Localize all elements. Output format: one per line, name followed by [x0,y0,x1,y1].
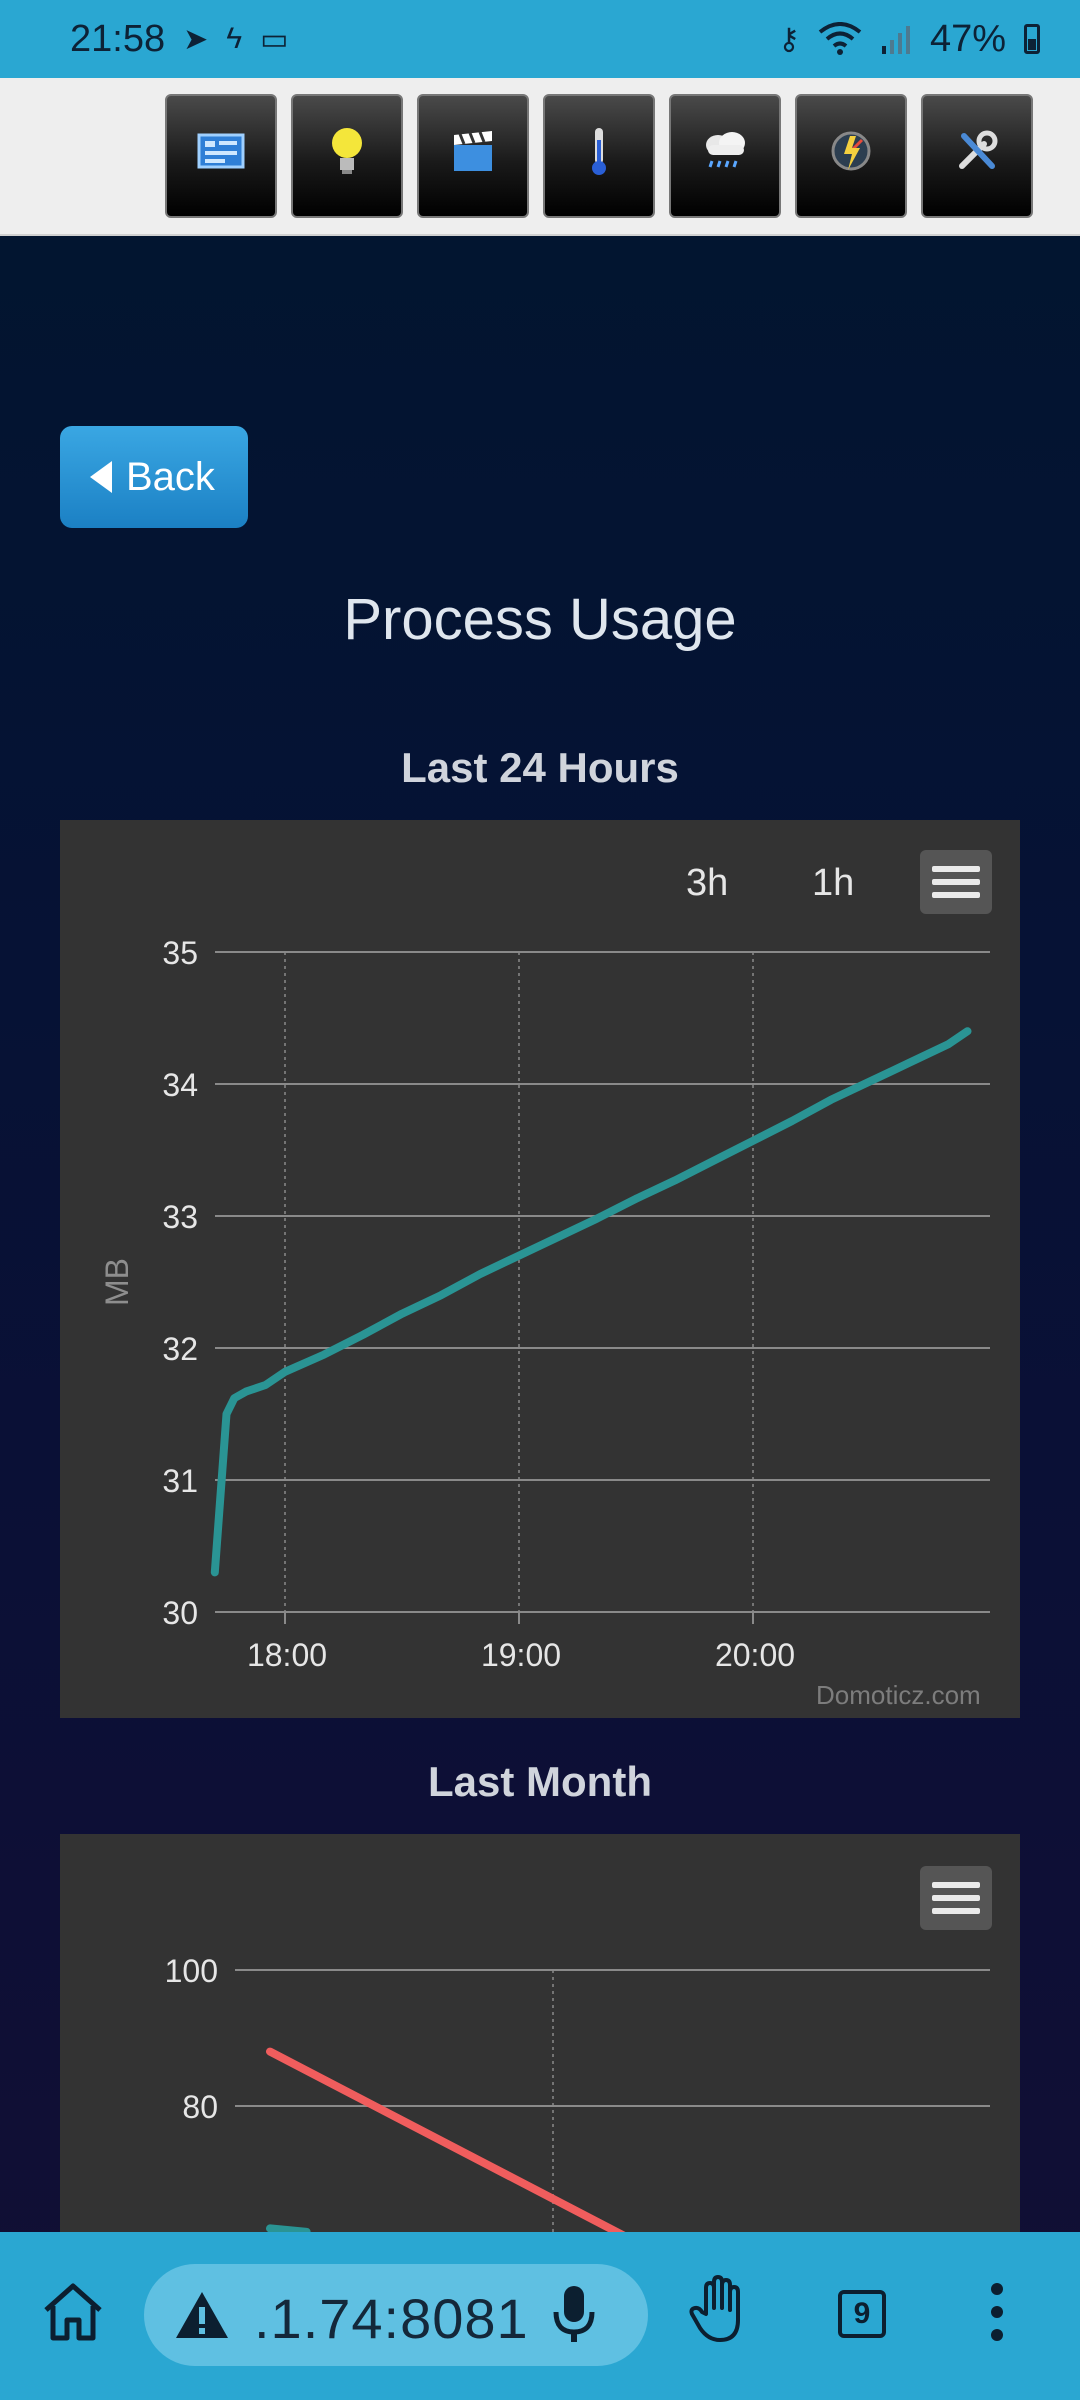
x-tick-label: 18:00 [247,1637,327,1673]
y-tick-label: 33 [162,1199,198,1235]
x-tick-label: 19:00 [481,1637,561,1673]
weather-button[interactable] [669,94,781,218]
url-bar[interactable]: .1.74:8081 [144,2264,648,2366]
chart-24h-panel: 3h 1h 30 31 32 33 34 35 18:00 19:00 20:00 MB Domo… [60,820,1020,1718]
series-line [266,2047,630,2234]
back-button[interactable]: Back [60,426,248,528]
hand-icon[interactable] [688,2274,750,2349]
series-line [266,2224,311,2234]
page-title: Process Usage [343,587,737,652]
more-options-icon[interactable] [990,2282,1004,2347]
setup-button[interactable] [921,94,1033,218]
back-arrow-icon [90,461,112,493]
browser-bottom-bar: .1.74:8081 9 [0,2232,1080,2400]
y-tick-label: 100 [165,1953,218,1989]
chart-month-panel: 80100MB [60,1834,1020,2234]
utility-button[interactable] [795,94,907,218]
home-icon[interactable] [40,2280,106,2349]
status-time: 21:58 [70,17,166,60]
y-tick-label: 80 [182,2089,218,2125]
microphone-icon[interactable] [552,2284,596,2351]
thermometer-icon [588,126,610,187]
y-tick-label: 31 [162,1463,198,1499]
switches-button[interactable] [291,94,403,218]
dashboard-icon [197,131,245,182]
meter-icon [828,128,874,185]
chart-month-menu-button[interactable] [920,1866,992,1930]
y-tick-label: 34 [162,1067,198,1103]
back-label: Back [126,454,215,499]
series-line [210,1027,972,1577]
tab-switcher-button[interactable]: 9 [838,2290,886,2338]
tools-icon [954,128,1000,185]
range-1h-button[interactable]: 1h [812,862,855,904]
chart-credits[interactable]: Domoticz.com [816,1680,981,1710]
warning-icon[interactable] [174,2290,230,2345]
y-tick-label: 32 [162,1331,198,1367]
telegram-icon: ➤ [183,22,209,56]
chart-24h-title: Last 24 Hours [401,744,679,791]
y-tick-label: 35 [162,935,198,971]
clapperboard-icon [450,129,496,184]
battery-icon [1024,24,1040,54]
key-icon: ⚷ [777,22,800,56]
battery-percent: 47% [929,17,1006,60]
signal-icon [880,24,912,54]
range-3h-button[interactable]: 3h [686,862,729,904]
chart-month-plot: 80100MB [165,1953,990,2234]
status-bar: 21:58 ➤ ϟ ▭ ⚷ 47% [0,0,1080,78]
rain-cloud-icon [700,129,750,184]
chart-24h-menu-button[interactable] [920,850,992,914]
flash-icon: ϟ [226,22,243,55]
cast-icon: ▭ [260,22,289,56]
chart-24h-plot: 30 31 32 33 34 35 18:00 19:00 20:00 MB [99,935,990,1673]
scenes-button[interactable] [417,94,529,218]
main-toolbar [0,78,1080,236]
dashboard-button[interactable] [165,94,277,218]
wifi-icon [818,22,862,56]
url-text[interactable]: .1.74:8081 [254,2287,529,2350]
y-tick-label: 30 [162,1595,198,1631]
temperature-button[interactable] [543,94,655,218]
lightbulb-icon [329,126,365,187]
x-tick-label: 20:00 [715,1637,795,1673]
chart-month-title: Last Month [428,1758,652,1805]
y-axis-label: MB [99,1258,135,1306]
